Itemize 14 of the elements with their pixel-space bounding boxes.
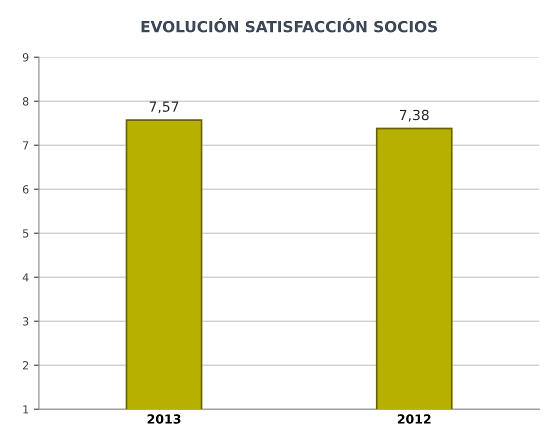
y-tick-label: 6 <box>22 185 28 194</box>
x-tick-label: 2012 <box>398 414 431 424</box>
data-label: 7,38 <box>400 110 429 122</box>
x-tick-label: 2013 <box>148 414 180 424</box>
y-tick-label: 7 <box>23 141 28 150</box>
y-tick-label: 8 <box>22 97 28 106</box>
y-tick-label: 3 <box>22 317 28 326</box>
y-tick-label: 1 <box>23 405 28 414</box>
y-tick-label: 4 <box>22 273 29 282</box>
y-tick-label: 2 <box>22 361 28 370</box>
data-label: 7,57 <box>150 102 178 114</box>
chart-title: EVOLUCIÓN SATISFACCIÓN SOCIOS <box>142 18 437 32</box>
y-tick-label: 9 <box>22 53 28 62</box>
y-tick-label: 5 <box>22 229 28 238</box>
